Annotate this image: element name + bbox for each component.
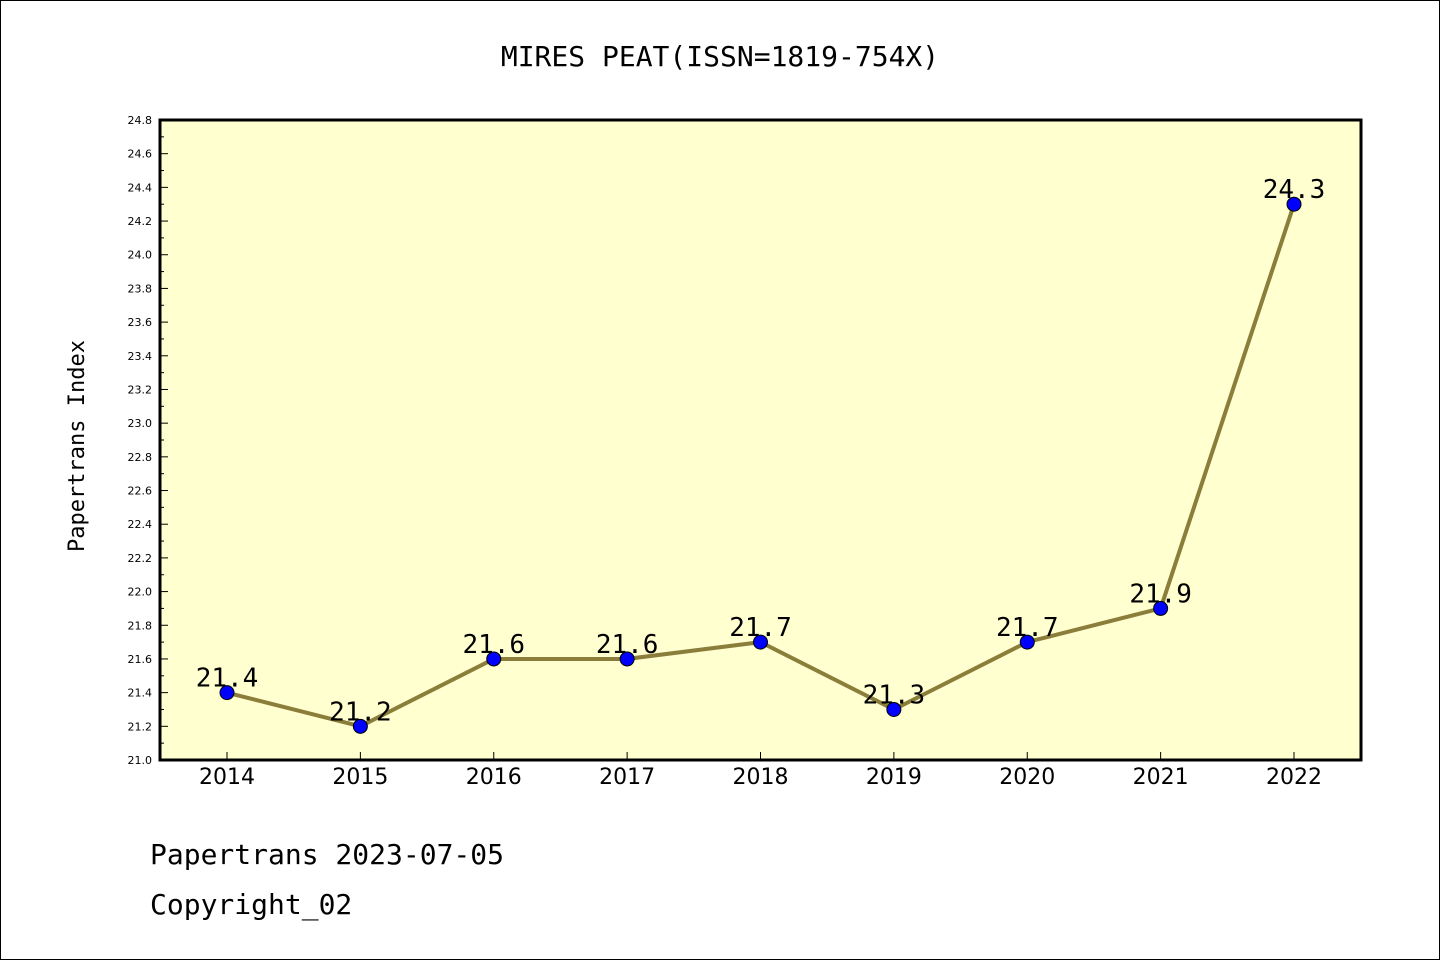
x-tick-label: 2021 [1133, 765, 1189, 790]
data-label: 21.9 [1129, 579, 1192, 609]
y-tick-label: 22.2 [128, 552, 153, 565]
y-tick-label: 21.2 [128, 720, 153, 733]
x-tick-label: 2018 [733, 765, 789, 790]
y-tick-label: 24.6 [128, 148, 153, 161]
data-point [219, 685, 235, 701]
data-label: 21.3 [863, 680, 926, 710]
y-tick-label: 21.0 [128, 754, 153, 767]
data-label: 21.7 [729, 613, 792, 643]
y-tick-label: 22.8 [128, 451, 153, 464]
y-tick-label: 22.0 [128, 586, 153, 599]
y-tick-label: 22.6 [128, 485, 153, 498]
y-tick-label: 21.4 [128, 687, 153, 700]
y-tick-label: 24.8 [128, 114, 153, 127]
x-tick-label: 2015 [332, 765, 388, 790]
y-tick-label: 24.2 [128, 215, 153, 228]
x-axis: 2014 2015 2016 2017 2018 2019 2020 2021 2022 [199, 752, 1322, 790]
y-axis-label: Papertrans Index [65, 340, 90, 552]
data-point [753, 634, 768, 650]
footer-copyright: Copyright_02 [150, 888, 352, 922]
data-label: 21.6 [462, 630, 525, 660]
y-tick-label: 23.8 [128, 282, 153, 295]
y-tick-label: 23.6 [128, 316, 153, 329]
y-tick-label: 23.4 [128, 350, 153, 363]
data-label: 21.6 [596, 630, 659, 660]
x-tick-label: 2022 [1266, 765, 1322, 790]
y-tick-label: 24.4 [128, 181, 153, 194]
data-point [1019, 634, 1035, 650]
data-label: 21.2 [329, 697, 392, 727]
series-group [219, 196, 1302, 734]
data-point [886, 701, 902, 717]
x-tick-label: 2019 [866, 765, 922, 790]
data-labels: 21.4 21.2 21.6 21.6 21.7 21.3 21.7 21.9 24.3 [196, 175, 1326, 727]
y-tick-label: 23.0 [128, 417, 153, 430]
x-tick-label: 2020 [999, 765, 1055, 790]
x-tick-label: 2016 [466, 765, 522, 790]
data-point [352, 718, 368, 734]
data-point [486, 651, 502, 667]
chart-title: MIRES PEAT(ISSN=1819-754X) [501, 40, 939, 73]
x-tick-label: 2014 [199, 765, 255, 790]
y-tick-label: 21.6 [128, 653, 153, 666]
data-label: 21.7 [996, 613, 1059, 643]
data-point [619, 651, 635, 667]
y-tick-label: 24.0 [128, 249, 153, 262]
data-label: 24.3 [1263, 175, 1326, 205]
y-tick-label: 22.4 [128, 518, 153, 531]
plot-area [158, 118, 1363, 762]
data-label: 21.4 [196, 664, 259, 694]
x-tick-label: 2017 [599, 765, 655, 790]
y-tick-label: 21.8 [128, 619, 153, 632]
data-point [1286, 196, 1302, 212]
y-tick-label: 23.2 [128, 383, 153, 396]
footer-date: Papertrans 2023-07-05 [150, 838, 504, 871]
data-point [1153, 600, 1169, 616]
y-axis: 21.0 21.2 21.4 21.6 21.8 22.0 22.2 22.4 22.6 22.8… [128, 114, 168, 767]
